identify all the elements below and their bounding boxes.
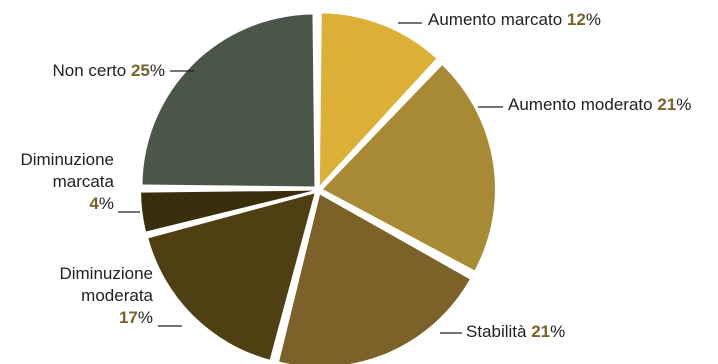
slice-value: 17 bbox=[119, 308, 138, 327]
slice-unit: % bbox=[150, 61, 165, 80]
slice-name: Non certo bbox=[53, 61, 131, 80]
slice-name: moderata bbox=[81, 286, 153, 305]
slice-unit: % bbox=[676, 95, 691, 114]
slice-label: Non certo 25% bbox=[53, 61, 165, 80]
slice-label: Diminuzione marcata 4% bbox=[20, 150, 114, 213]
slice-value: 21 bbox=[531, 322, 550, 341]
pie-slice bbox=[141, 190, 314, 232]
slice-value: 25 bbox=[131, 61, 150, 80]
slice-label: Aumento moderato 21% bbox=[508, 95, 691, 114]
slice-label: Diminuzione moderata 17% bbox=[59, 264, 153, 327]
pie-slice bbox=[142, 14, 315, 187]
slice-unit: % bbox=[99, 194, 114, 213]
slice-name: Aumento moderato bbox=[508, 95, 657, 114]
pie-slice bbox=[319, 13, 437, 186]
pie-slice bbox=[322, 65, 495, 271]
slice-label: Stabilità 21% bbox=[466, 322, 565, 341]
slice-unit: % bbox=[550, 322, 565, 341]
slice-labels: Aumento marcato 12%Aumento moderato 21%S… bbox=[20, 10, 691, 341]
slice-value: 21 bbox=[657, 95, 676, 114]
slice-label: Aumento marcato 12% bbox=[428, 10, 601, 29]
slice-unit: % bbox=[586, 10, 601, 29]
pie-slices bbox=[141, 13, 495, 364]
slice-name: Aumento marcato bbox=[428, 10, 567, 29]
slice-name: Stabilità bbox=[466, 322, 531, 341]
pie-slice bbox=[148, 193, 315, 360]
slice-value-line: 4% bbox=[89, 194, 114, 213]
pie-slice bbox=[279, 194, 470, 364]
slice-value: 4 bbox=[89, 194, 99, 213]
slice-unit: % bbox=[138, 308, 153, 327]
slice-value: 12 bbox=[567, 10, 586, 29]
slice-value-line: 17% bbox=[119, 308, 153, 327]
slice-name: Diminuzione bbox=[20, 150, 114, 169]
slice-name: Diminuzione bbox=[59, 264, 153, 283]
slice-name: marcata bbox=[53, 172, 115, 191]
leader-lines bbox=[118, 22, 503, 334]
